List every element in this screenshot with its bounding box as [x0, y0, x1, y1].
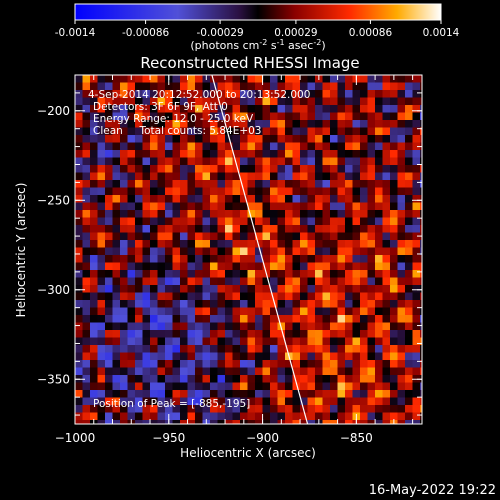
colorbar-tick-label: -0.00029 [196, 27, 243, 39]
x-tick-label: −850 [340, 431, 373, 445]
y-axis-label: Heliocentric Y (arcsec) [14, 183, 28, 318]
footer-timestamp: 16-May-2022 19:22 [369, 483, 496, 498]
colorbar-tick-label: 0.0014 [423, 27, 460, 39]
colorbar-tick-label: -0.00086 [122, 27, 170, 39]
annotation-total-counts: Clean Total counts: 5.84E+03 [93, 125, 262, 137]
solar-limb-line [211, 75, 309, 424]
y-tick-label: −300 [37, 283, 70, 297]
y-tick-label: −200 [37, 104, 70, 118]
y-tick-label: −250 [37, 193, 70, 207]
annotation-energy-range: Energy Range: 12.0 - 25.0 keV [93, 113, 254, 125]
x-tick-label: −950 [152, 431, 185, 445]
colorbar-ticks: -0.0014 -0.00086 -0.00029 0.00029 0.00086 0.0… [55, 20, 460, 39]
x-tick-label: −1000 [55, 431, 96, 445]
heatmap-image [75, 75, 422, 424]
image-annotations: 4-Sep-2014 20:12:52.000 to 20:13:52.000 … [88, 89, 310, 410]
colorbar [74, 3, 442, 21]
annotation-detectors: Detectors: 3F 6F 9F, Att 0 [93, 101, 228, 113]
axis-ticks: −1000 −950 −900 −850 −200 −250 −300 −350 [37, 74, 422, 445]
colorbar-tick-label: 0.00029 [274, 27, 317, 39]
chart-title: Reconstructed RHESSI Image [140, 54, 359, 72]
y-tick-label: −350 [37, 372, 70, 386]
colorbar-tick-label: -0.0014 [55, 27, 96, 39]
annotation-peak-position: Position of Peak = [-885,-195] [93, 398, 250, 410]
plot-frame [74, 74, 423, 425]
colorbar-unit-label: (photons cm-2 s-1 asec-2) [190, 38, 325, 52]
x-axis-label: Heliocentric X (arcsec) [180, 446, 316, 460]
annotation-time-range: 4-Sep-2014 20:12:52.000 to 20:13:52.000 [88, 89, 310, 101]
colorbar-tick-label: 0.00086 [349, 27, 393, 39]
x-tick-label: −900 [246, 431, 279, 445]
